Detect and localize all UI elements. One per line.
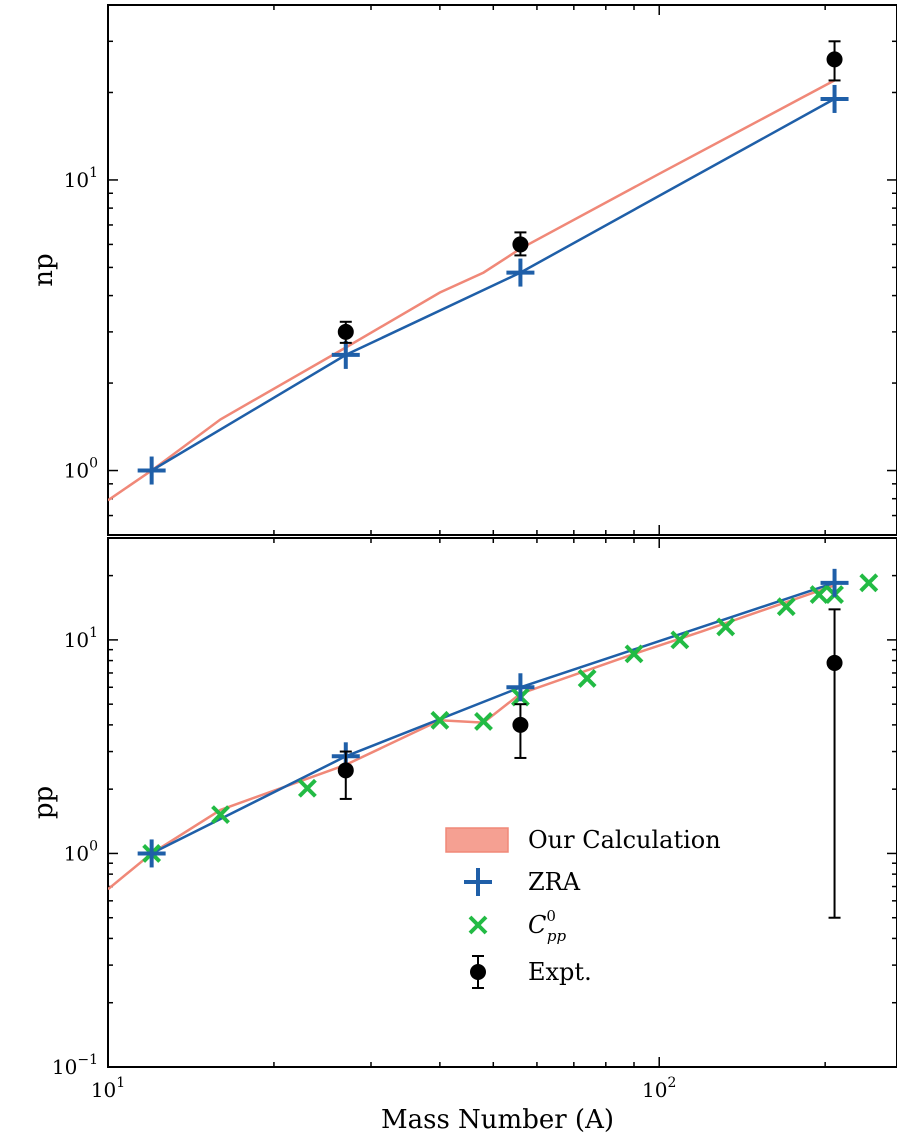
legend-item-zra: ZRA [464,868,581,896]
cpp-marker [474,712,493,731]
zra-marker [506,258,535,287]
marker-stroke [468,915,488,935]
expt-marker [337,762,354,779]
y-tick-label: 10−1 [52,1052,98,1079]
marker-stroke [474,712,493,731]
marker-stroke [716,617,736,637]
axes-frame [107,537,897,1068]
zra-marker [820,84,849,113]
expt-marker [826,654,843,671]
zra-line [150,97,836,472]
top-panel: 100 101 np [29,4,897,536]
y-tick-label: 100 [64,456,98,483]
y-tick-label: 101 [64,625,98,652]
marker-stroke [809,585,829,604]
cpp-marker [776,597,796,617]
y-tick-label: 101 [64,165,98,192]
expt-marker [512,236,529,253]
axes-frame [107,4,897,536]
y-axis-label: np [29,253,59,286]
expt-marker [826,51,843,68]
legend-label: C0 pp [528,907,567,945]
cpp-marker [624,644,644,664]
zra-marker [137,456,166,485]
bottom-panel: 10−1 100 101 101 102 pp Mass Number (A) [29,537,897,1135]
x-axis-label: Mass Number (A) [381,1105,614,1135]
plot-area [108,40,849,502]
zra-line [151,581,835,855]
legend-swatch [468,915,488,935]
marker-stroke [297,778,317,798]
cpp-marker [859,573,879,593]
plot-area [108,568,879,919]
x-tick-label: 101 [91,1075,125,1102]
zra-marker [506,673,535,702]
cpp-marker [430,710,450,730]
legend-swatch [470,955,486,989]
calc-line [108,584,835,891]
zra-marker [820,568,849,597]
legend-swatch [445,827,509,853]
errorbar-dot [470,964,486,980]
x-tick-label: 102 [642,1075,676,1102]
zra-marker [137,839,166,868]
marker-stroke [577,669,597,688]
legend-item-expt: Expt. [470,955,592,989]
zra-marker [331,340,360,369]
legend-item-cpp: C0 pp [468,907,567,945]
calc-line [108,79,836,502]
legend-swatch [464,868,492,896]
marker-stroke [211,805,230,825]
legend-label: Expt. [528,958,592,986]
marker-stroke [624,644,644,664]
cpp-marker [716,617,736,637]
marker-stroke [430,710,450,730]
y-axis-label: pp [29,786,59,819]
y-tick-label: 100 [64,838,98,865]
cpp-marker [809,585,829,604]
marker-stroke [859,573,879,593]
cpp-marker [297,778,317,798]
legend: Our Calculation ZRA C0 pp Expt. [445,826,721,989]
marker-stroke [670,630,690,650]
expt-marker [512,716,529,733]
legend-label: Our Calculation [528,826,721,854]
marker-stroke [776,597,796,617]
cpp-marker [670,630,690,650]
legend-label: ZRA [528,868,581,896]
cpp-marker [211,805,230,825]
expt-marker [337,323,354,340]
cpp-marker [577,669,597,688]
legend-item-calc: Our Calculation [445,826,721,854]
